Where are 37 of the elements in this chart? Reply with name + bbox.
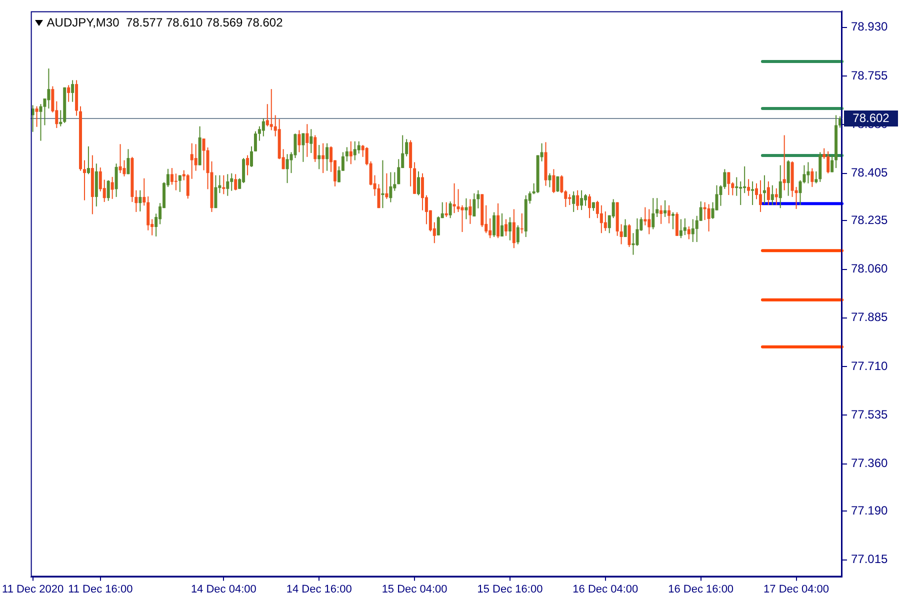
- chart-title: AUDJPY,M30 78.577 78.610 78.569 78.602: [46, 16, 284, 30]
- x-tick-label: 16 Dec 04:00: [572, 583, 638, 596]
- candlestick: [456, 189, 460, 212]
- candlestick: [703, 202, 706, 220]
- x-tick-label: 14 Dec 04:00: [190, 583, 256, 596]
- candlestick: [762, 175, 766, 204]
- y-tick-label: 77.710: [851, 358, 888, 373]
- candlestick: [751, 181, 754, 206]
- candlestick: [82, 160, 86, 200]
- x-tick-label: 15 Dec 04:00: [382, 583, 448, 596]
- y-tick-label: 78.930: [851, 20, 888, 34]
- y-tick-label: 78.755: [851, 68, 888, 82]
- candlestick: [743, 166, 746, 194]
- y-tick-label: 77.190: [851, 503, 888, 518]
- candlestick: [381, 160, 384, 208]
- y-tick-label: 78.235: [851, 212, 888, 227]
- y-tick-label: 78.060: [851, 262, 888, 276]
- x-tick-label: 11 Dec 16:00: [68, 583, 133, 596]
- x-tick-label: 17 Dec 04:00: [764, 583, 829, 596]
- x-tick-label: 15 Dec 16:00: [477, 583, 543, 596]
- ref-line-label: 78.602: [852, 110, 890, 125]
- candlestick: [270, 89, 273, 130]
- candlestick: [520, 213, 524, 234]
- y-tick-label: 78.405: [851, 166, 888, 180]
- x-tick-label: 16 Dec 16:00: [668, 583, 734, 596]
- y-tick-label: 77.360: [851, 456, 888, 470]
- y-tick-label: 77.885: [851, 310, 888, 324]
- candlestick: [174, 174, 178, 190]
- y-tick-label: 77.015: [851, 552, 888, 566]
- candlestick: [632, 233, 635, 255]
- candlestick: [735, 177, 738, 196]
- candlestick: [452, 183, 456, 214]
- candlestick: [782, 135, 786, 190]
- candlestick: [739, 181, 742, 206]
- x-tick-label: 14 Dec 16:00: [286, 583, 352, 596]
- y-tick-label: 77.535: [851, 408, 888, 422]
- x-tick-label: 11 Dec 2020: [2, 583, 64, 596]
